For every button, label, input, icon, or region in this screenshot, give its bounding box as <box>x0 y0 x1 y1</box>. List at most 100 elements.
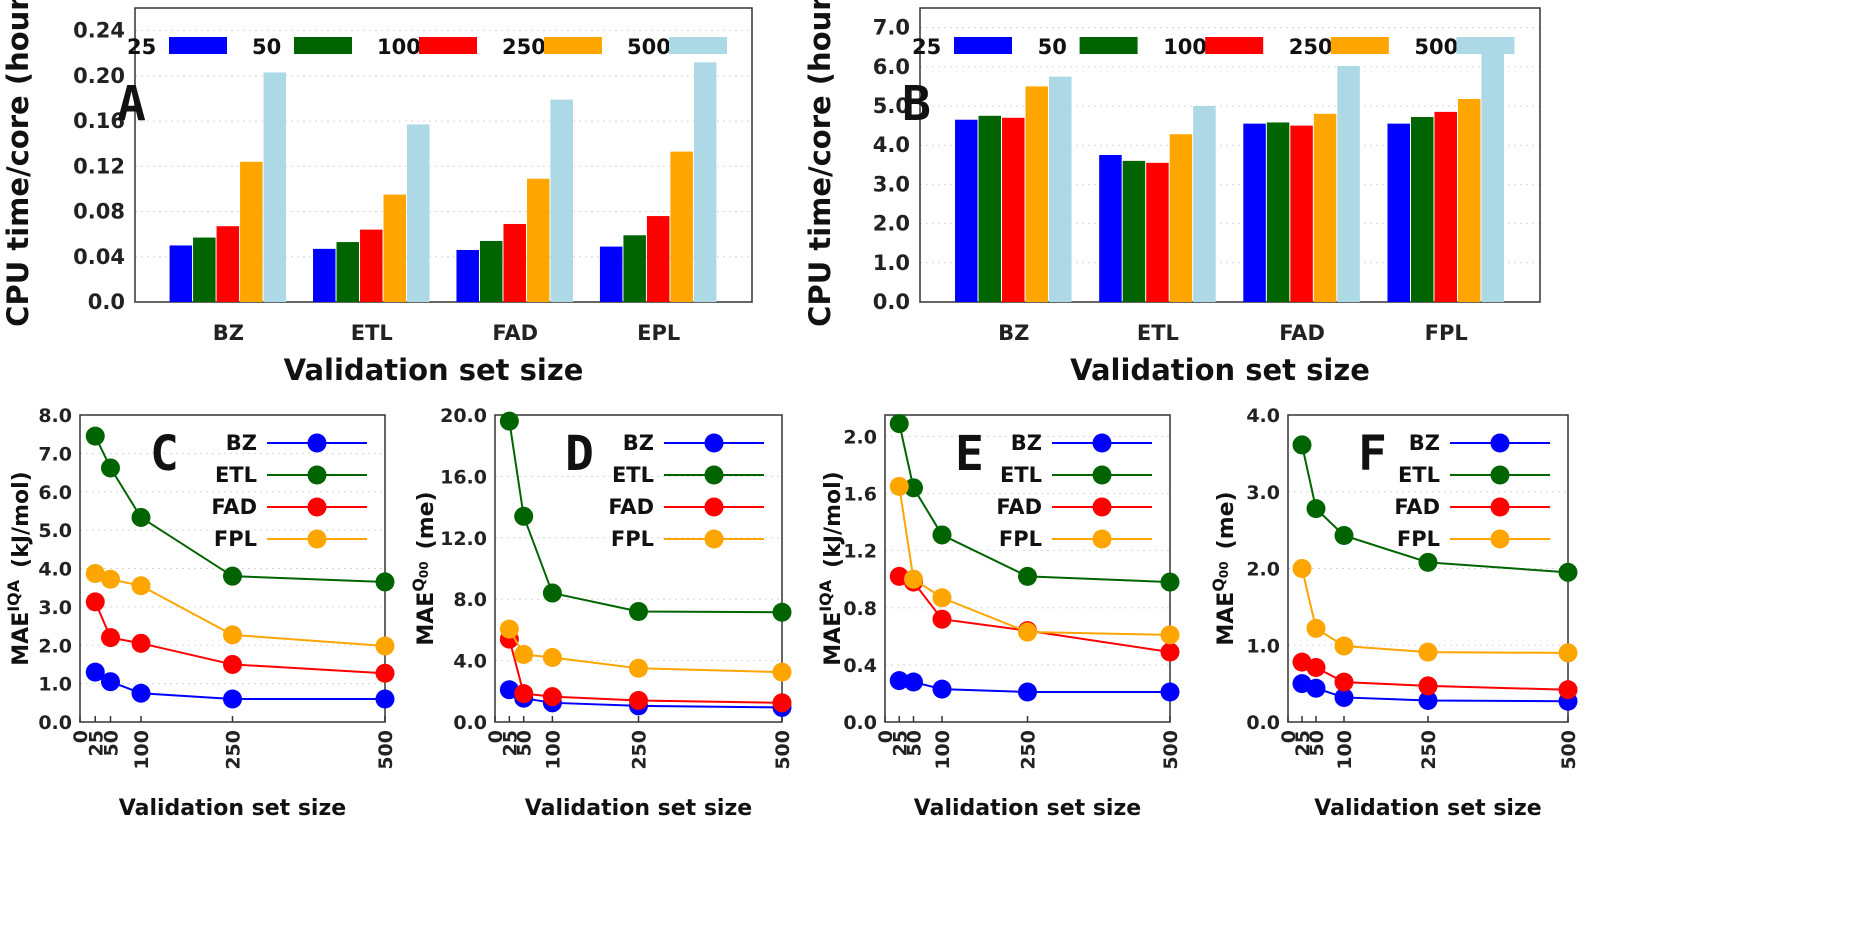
bar-FPL-50 <box>1410 116 1434 302</box>
x-tick-label: 0 <box>70 730 92 743</box>
point-ETL-500 <box>1160 572 1180 592</box>
legend-label: FPL <box>1397 527 1440 551</box>
point-FPL-100 <box>131 576 151 596</box>
legend-swatch <box>954 37 1012 54</box>
point-BZ-100 <box>131 683 151 703</box>
point-FPL-250 <box>223 625 242 645</box>
y-tick-label: 0.4 <box>843 655 877 677</box>
point-FPL-50 <box>1306 618 1326 638</box>
point-ETL-50 <box>1306 499 1326 519</box>
point-ETL-100 <box>932 525 952 545</box>
x-tick-label: 25 <box>889 730 911 756</box>
point-ETL-250 <box>629 601 648 621</box>
bar-FAD-25 <box>456 249 479 302</box>
legend-marker <box>307 433 327 453</box>
legend-label: 50 <box>252 35 281 59</box>
point-BZ-25 <box>889 671 909 691</box>
legend-swatch <box>1079 37 1138 54</box>
legend-marker <box>307 497 327 517</box>
x-tick-label: 100 <box>542 730 564 770</box>
bar-FPL-250 <box>1457 98 1481 302</box>
legend-swatch <box>544 37 602 54</box>
point-ETL-500 <box>772 602 792 622</box>
point-ETL-100 <box>131 507 151 527</box>
y-tick-label: 8.0 <box>38 405 72 427</box>
point-FAD-250 <box>629 691 648 711</box>
panel-label: A <box>117 76 146 132</box>
y-tick-label: 5.0 <box>38 520 72 542</box>
y-tick-label: 4.0 <box>453 651 487 673</box>
bar-ETL-100 <box>360 229 383 302</box>
point-FAD-500 <box>1160 642 1180 662</box>
y-tick-label: 3.0 <box>1246 482 1280 504</box>
x-axis-title: Validation set size <box>914 796 1141 821</box>
legend-marker <box>1092 497 1112 517</box>
bar-BZ-500 <box>263 72 287 302</box>
y-tick-label: 0.16 <box>73 109 125 133</box>
point-FAD-25 <box>889 566 909 586</box>
y-tick-label: 4.0 <box>1246 405 1280 427</box>
bar-EPL-500 <box>693 62 717 303</box>
legend-label: 100 <box>1163 35 1207 59</box>
point-FPL-25 <box>889 476 909 496</box>
bar-BZ-500 <box>1049 76 1072 302</box>
x-tick-label: 0 <box>485 730 507 743</box>
y-axis-title: MAEIQA(kJ/mol) <box>4 471 34 665</box>
point-FAD-50 <box>1306 658 1326 678</box>
y-tick-label: 12.0 <box>440 528 487 550</box>
legend-marker <box>1092 529 1112 549</box>
bar-BZ-25 <box>955 119 978 302</box>
x-tick-label: 50 <box>904 730 926 756</box>
legend-label: FAD <box>1394 495 1440 519</box>
point-FAD-100 <box>542 687 562 707</box>
legend-label: ETL <box>1000 463 1042 487</box>
x-tick-label: 25 <box>85 730 107 756</box>
y-axis-title: MAEQ00(me) <box>409 491 439 645</box>
point-FAD-500 <box>375 663 395 683</box>
point-ETL-25 <box>85 426 105 446</box>
y-tick-label: 1.0 <box>873 251 910 275</box>
legend-label: BZ <box>623 431 654 455</box>
point-FPL-100 <box>932 588 952 608</box>
legend-label: BZ <box>226 431 257 455</box>
y-tick-label: 8.0 <box>453 589 487 611</box>
panel-label: F <box>1358 426 1387 482</box>
category-label: ETL <box>1137 321 1179 345</box>
point-FAD-50 <box>101 628 120 648</box>
point-FAD-500 <box>1558 680 1578 700</box>
y-axis-title: MAEIQA(kJ/mol) <box>816 471 846 665</box>
category-label: BZ <box>998 321 1029 345</box>
y-tick-label: 7.0 <box>873 16 910 40</box>
bar-EPL-250 <box>670 151 693 302</box>
point-FPL-50 <box>101 569 120 589</box>
legend-marker <box>704 465 724 485</box>
bar-BZ-25 <box>169 245 193 302</box>
legend-label: BZ <box>1011 431 1042 455</box>
y-tick-label: 1.2 <box>843 541 877 563</box>
point-BZ-250 <box>1018 682 1037 702</box>
bar-ETL-50 <box>336 242 360 302</box>
x-tick-label: 500 <box>1558 730 1580 770</box>
bar-FAD-100 <box>503 223 526 302</box>
bar-ETL-50 <box>1122 160 1146 302</box>
legend-label: 50 <box>1038 35 1067 59</box>
point-FAD-25 <box>85 592 105 612</box>
y-tick-label: 0.0 <box>88 290 125 314</box>
point-FPL-25 <box>1292 559 1312 578</box>
point-FAD-250 <box>1418 676 1438 696</box>
x-tick-label: 500 <box>375 730 397 770</box>
point-FPL-500 <box>375 636 395 656</box>
y-tick-label: 0.0 <box>38 712 72 734</box>
y-tick-label: 3.0 <box>38 597 72 619</box>
bar-FAD-500 <box>550 99 573 302</box>
bar-ETL-25 <box>1099 155 1122 302</box>
y-tick-label: 0.24 <box>73 19 125 43</box>
point-ETL-100 <box>1334 525 1354 545</box>
bar-FAD-100 <box>1290 125 1313 302</box>
x-axis-title: Validation set size <box>284 353 584 387</box>
bar-BZ-50 <box>978 115 1002 302</box>
point-FAD-50 <box>514 684 534 704</box>
bar-FPL-100 <box>1434 111 1457 302</box>
legend-label: FAD <box>996 495 1042 519</box>
x-tick-label: 100 <box>131 730 153 770</box>
